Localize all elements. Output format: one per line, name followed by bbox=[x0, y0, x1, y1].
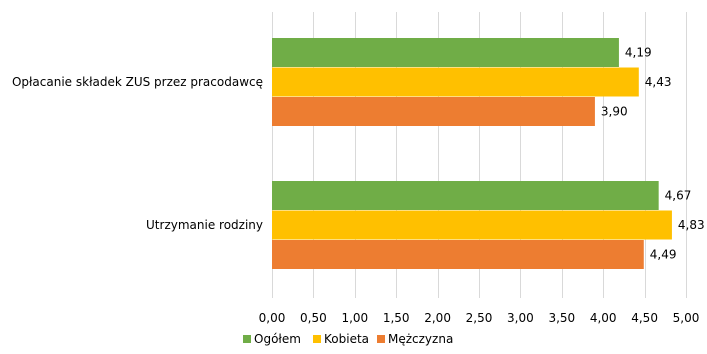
legend: Ogółem Kobieta Mężczyzna bbox=[243, 332, 453, 346]
data-label: 4,43 bbox=[645, 75, 672, 89]
x-tick-label: 1,50 bbox=[383, 311, 410, 325]
legend-label: Mężczyzna bbox=[388, 332, 453, 346]
x-tick-labels: 0,00 0,50 1,00 1,50 2,00 2,50 3,00 3,50 4,00 4,50… bbox=[259, 311, 700, 325]
bars bbox=[272, 38, 672, 269]
x-tick-label: 2,00 bbox=[424, 311, 451, 325]
x-tick-label: 3,00 bbox=[507, 311, 534, 325]
x-tick-label: 4,00 bbox=[590, 311, 617, 325]
data-label: 4,83 bbox=[678, 218, 705, 232]
x-tick-label: 2,50 bbox=[466, 311, 493, 325]
legend-swatch bbox=[243, 335, 251, 343]
category-labels: Opłacanie składek ZUS przez pracodawcę Ut… bbox=[12, 75, 263, 232]
bar-kobieta-1 bbox=[272, 210, 672, 240]
category-label: Opłacanie składek ZUS przez pracodawcę bbox=[12, 75, 263, 89]
bar-mężczyzna-0 bbox=[272, 97, 595, 126]
data-label: 4,67 bbox=[665, 189, 692, 203]
data-label: 4,49 bbox=[650, 248, 677, 262]
legend-swatch bbox=[377, 335, 385, 343]
x-tick-label: 0,50 bbox=[300, 311, 327, 325]
category-label: Utrzymanie rodziny bbox=[146, 218, 263, 232]
legend-label: Kobieta bbox=[324, 332, 369, 346]
x-tick-label: 1,00 bbox=[341, 311, 368, 325]
data-label: 4,19 bbox=[625, 46, 652, 60]
legend-label: Ogółem bbox=[254, 332, 301, 346]
x-tick-label: 3,50 bbox=[548, 311, 575, 325]
bar-ogółem-0 bbox=[272, 38, 619, 67]
x-tick-label: 4,50 bbox=[631, 311, 658, 325]
bar-kobieta-0 bbox=[272, 67, 639, 97]
data-labels: 4,19 4,43 3,90 4,67 4,83 4,49 bbox=[601, 46, 705, 262]
legend-swatch bbox=[313, 335, 321, 343]
bar-mężczyzna-1 bbox=[272, 240, 644, 269]
data-label: 3,90 bbox=[601, 105, 628, 119]
bar-ogółem-1 bbox=[272, 181, 659, 210]
x-tick-label: 0,00 bbox=[259, 311, 286, 325]
x-tick-label: 5,00 bbox=[673, 311, 700, 325]
